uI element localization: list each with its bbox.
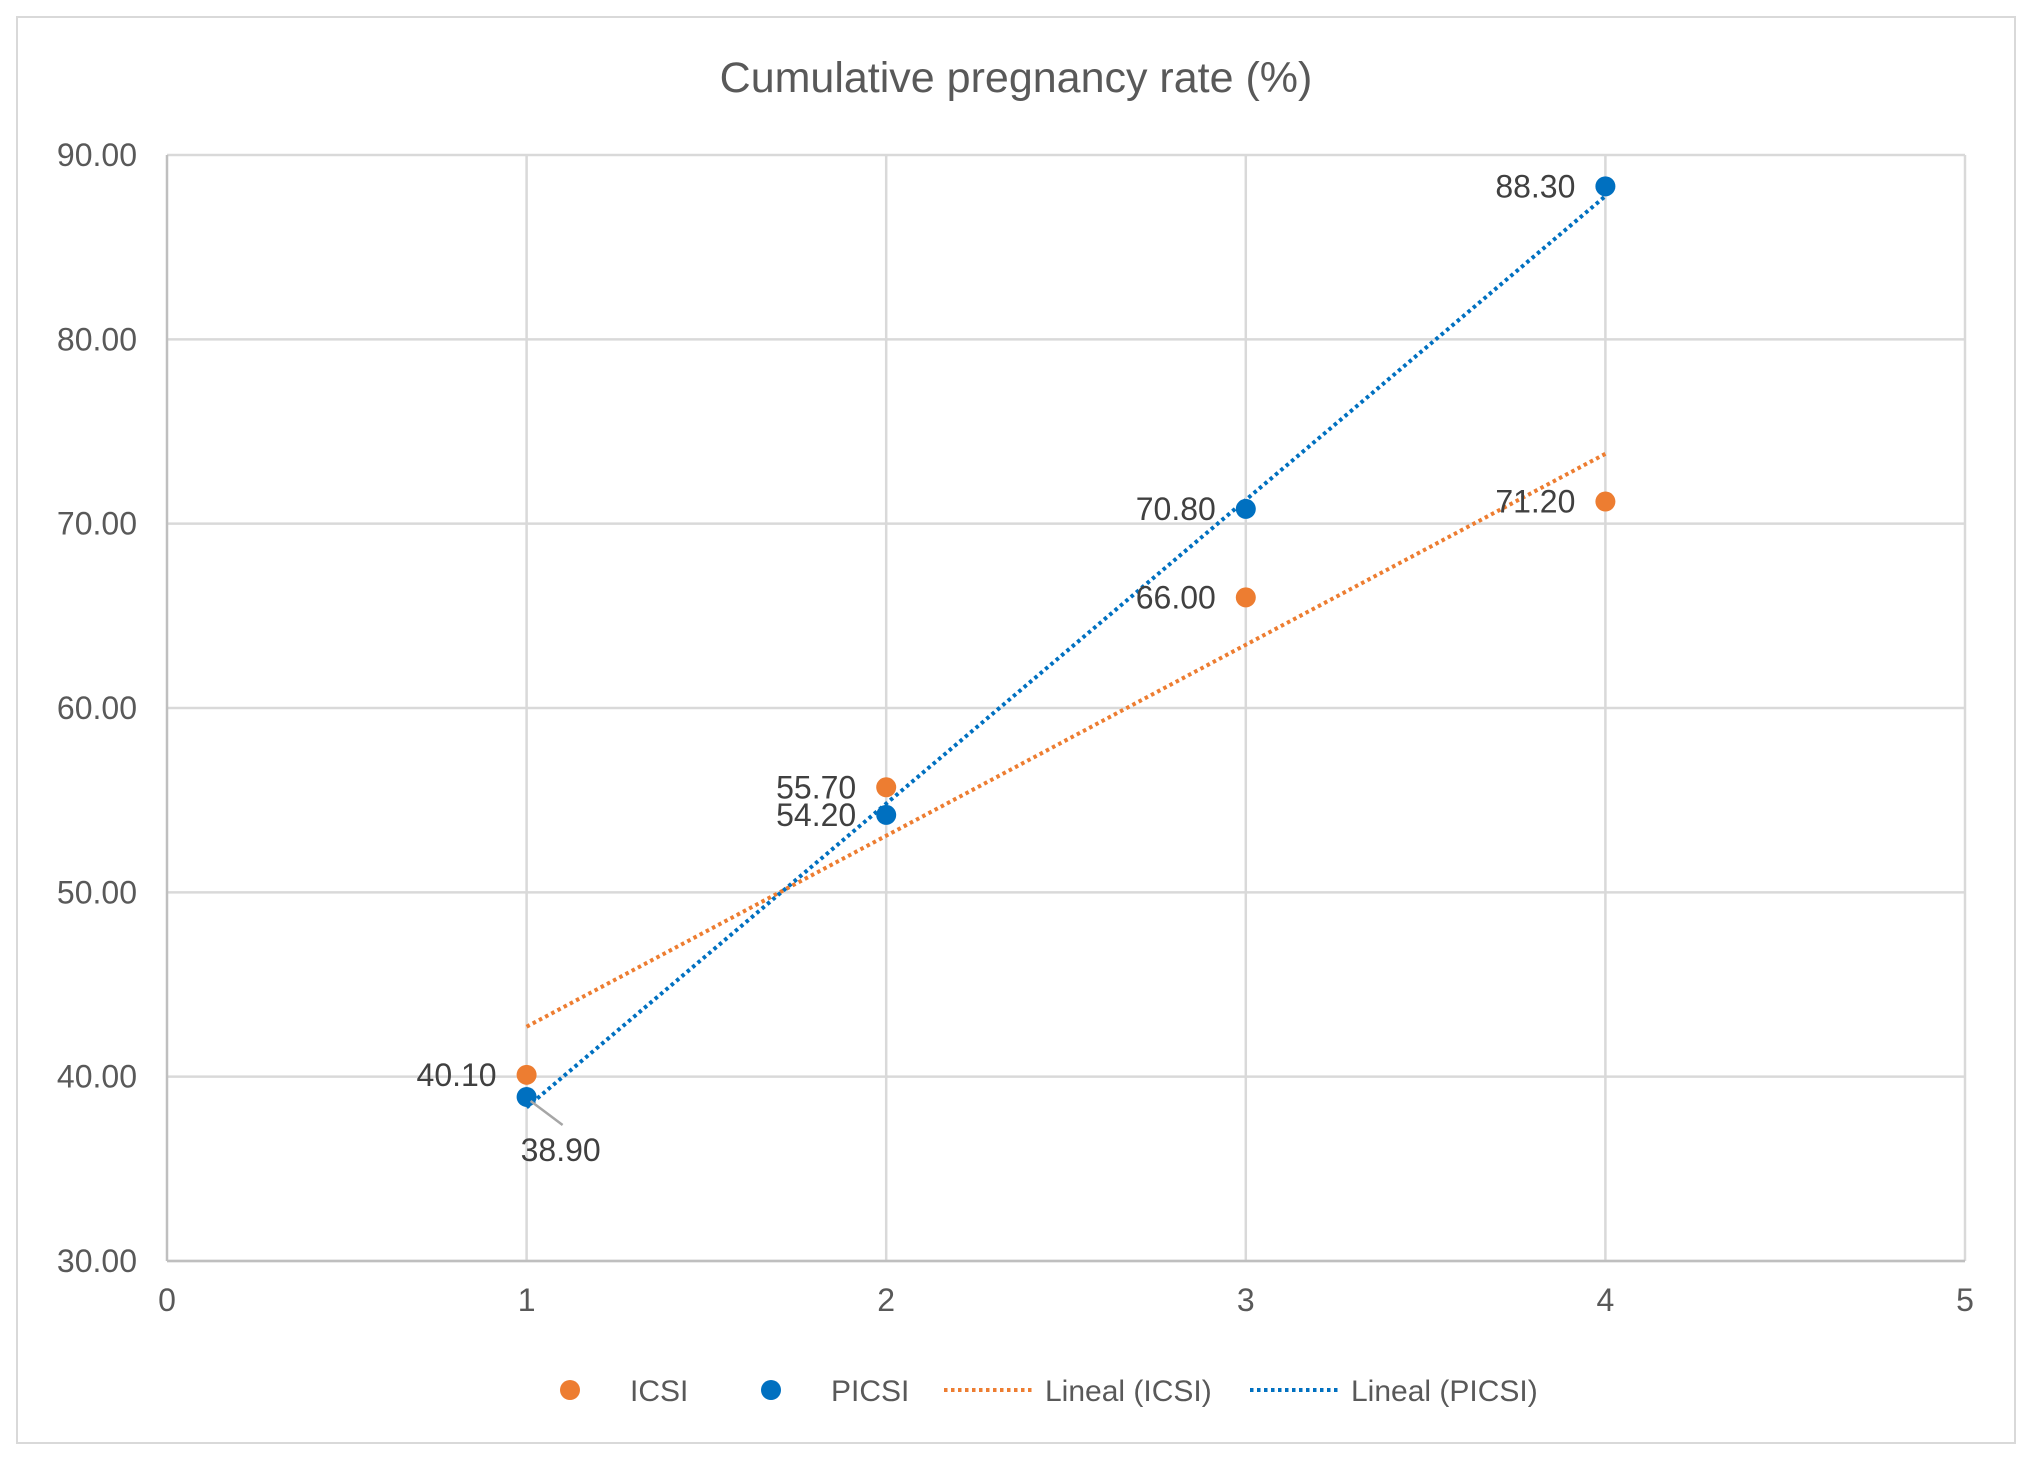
legend-marker-picsi — [761, 1380, 781, 1400]
trendline-icsi — [525, 452, 1607, 1029]
point-picsi — [1235, 498, 1256, 519]
data-label-icsi: 55.70 — [776, 769, 856, 805]
point-icsi — [1595, 491, 1616, 512]
legend: ICSI PICSI Lineal (ICSI) Lineal (PICSI) — [560, 1375, 1538, 1408]
point-icsi — [516, 1064, 537, 1085]
data-label-picsi: 54.20 — [776, 797, 856, 833]
x-tick-label: 2 — [877, 1282, 895, 1318]
y-tick-label: 90.00 — [57, 137, 137, 173]
legend-label: PICSI — [831, 1375, 909, 1408]
data-label-picsi: 38.90 — [521, 1132, 601, 1168]
legend-marker-icsi — [560, 1380, 580, 1400]
point-picsi — [876, 804, 897, 825]
leader-line — [529, 1099, 564, 1126]
trendline-picsi — [525, 194, 1607, 1109]
x-tick-label: 0 — [158, 1282, 176, 1318]
x-tick-label: 4 — [1597, 1282, 1615, 1318]
y-tick-label: 30.00 — [57, 1243, 137, 1279]
y-tick-label: 50.00 — [57, 874, 137, 910]
point-icsi — [1235, 587, 1256, 608]
data-label-icsi: 66.00 — [1136, 579, 1216, 615]
legend-label: Lineal (PICSI) — [1351, 1375, 1538, 1408]
y-tick-label: 70.00 — [57, 506, 137, 542]
chart-title: Cumulative pregnancy rate (%) — [720, 54, 1313, 102]
data-points — [516, 176, 1616, 1107]
data-label-icsi: 40.10 — [417, 1057, 497, 1093]
y-tick-label: 40.00 — [57, 1059, 137, 1095]
x-tick-label: 5 — [1956, 1282, 1974, 1318]
grid — [167, 153, 1967, 1263]
data-label-picsi: 88.30 — [1495, 168, 1575, 204]
trendlines — [525, 194, 1607, 1109]
point-icsi — [876, 777, 897, 798]
legend-label: Lineal (ICSI) — [1045, 1375, 1212, 1408]
point-picsi — [1595, 176, 1616, 197]
y-tick-label: 80.00 — [57, 321, 137, 357]
data-labels: 40.10 55.70 66.00 71.20 38.90 54.20 70.80 88.30 — [417, 168, 1576, 1168]
x-tick-label: 3 — [1237, 1282, 1255, 1318]
data-label-icsi: 71.20 — [1495, 484, 1575, 520]
axes: 30.00 40.00 50.00 60.00 70.00 80.00 90.00 0 1 2 3 4… — [57, 137, 1974, 1318]
x-tick-label: 1 — [518, 1282, 536, 1318]
y-tick-label: 60.00 — [57, 690, 137, 726]
data-label-picsi: 70.80 — [1136, 491, 1216, 527]
legend-label: ICSI — [630, 1375, 688, 1408]
chart-frame — [16, 16, 2016, 1444]
